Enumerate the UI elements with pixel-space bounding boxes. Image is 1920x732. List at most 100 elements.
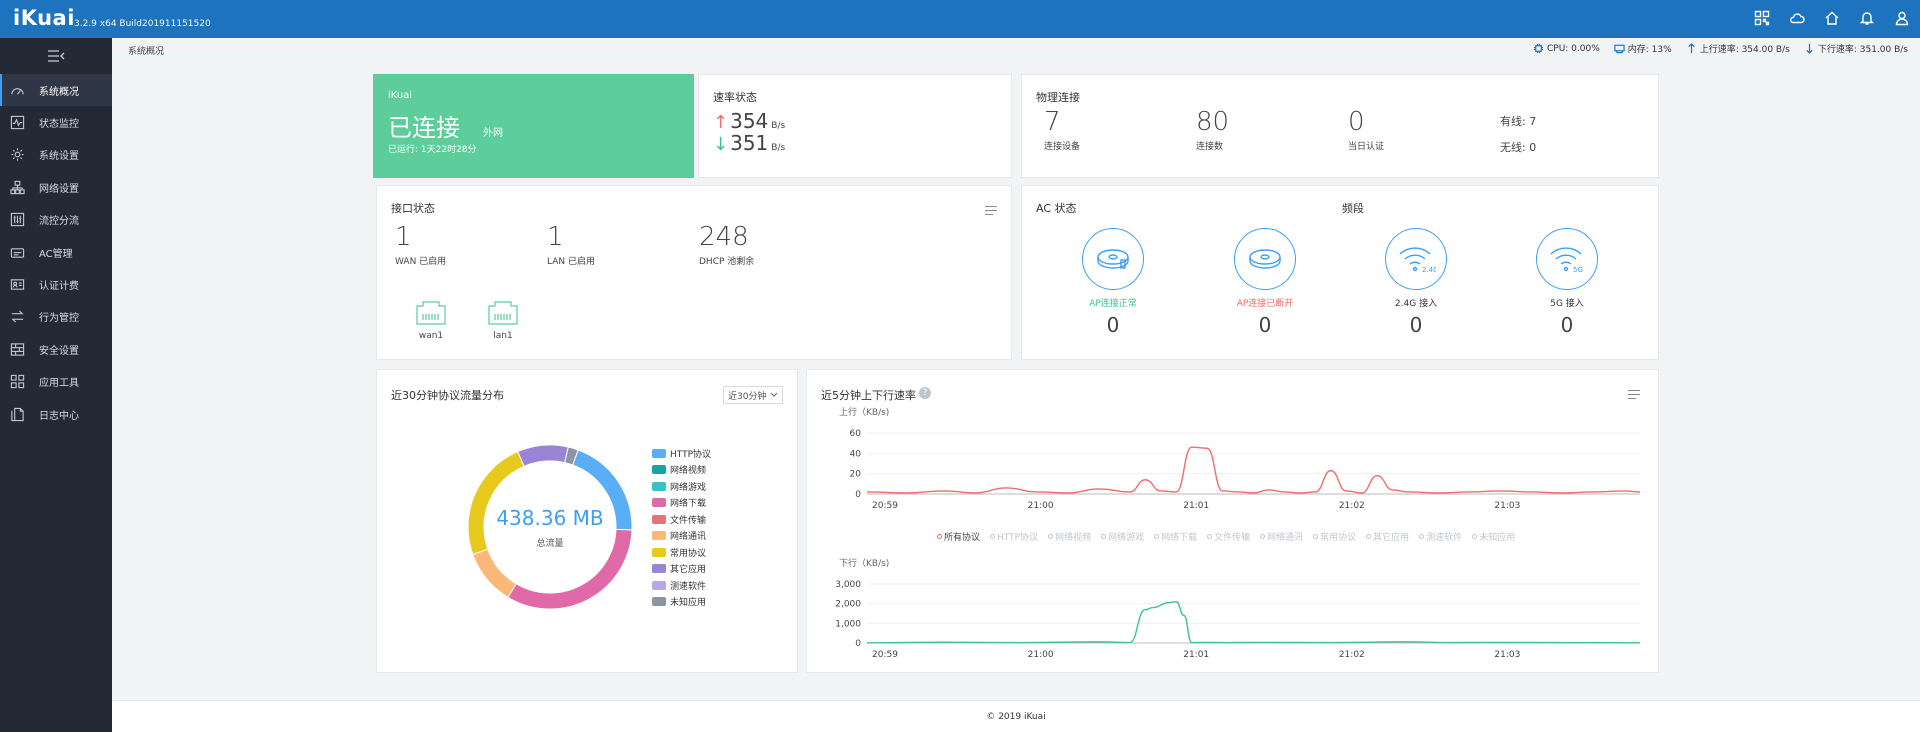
- legend-item[interactable]: 网络游戏: [652, 478, 711, 495]
- legend-item[interactable]: 文件传输: [652, 511, 711, 528]
- access-point-ok-icon: [1097, 249, 1129, 269]
- sidebar-item-auth[interactable]: 认证计费: [0, 268, 112, 300]
- legend-dot-icon: [990, 534, 996, 539]
- memory-stat: 内存: 13%: [1614, 42, 1672, 55]
- port-lan1[interactable]: lan1: [483, 300, 523, 341]
- legend-label: 测速软件: [1426, 533, 1463, 543]
- series-line-download: [866, 600, 1641, 644]
- app-logo: iKuai: [13, 6, 75, 30]
- rate-legend-item[interactable]: 常用协议: [1313, 530, 1356, 543]
- sidebar-item-behavior[interactable]: 行为管控: [0, 301, 112, 333]
- ethernet-port-icon: [416, 301, 446, 325]
- series-line-upload: [866, 446, 1641, 494]
- memory-icon: [1614, 44, 1625, 54]
- bell-icon[interactable]: [1858, 9, 1875, 26]
- card-title: 接口状态: [391, 202, 435, 215]
- rate-legend-item[interactable]: HTTP协议: [990, 530, 1038, 543]
- band-title: 频段: [1342, 202, 1364, 215]
- rate-legend-item[interactable]: 所有协议: [937, 530, 980, 543]
- card-menu-icon[interactable]: [1628, 390, 1640, 399]
- sidebar-item-network[interactable]: 网络设置: [0, 171, 112, 203]
- donut-slice-10[interactable]: [564, 446, 579, 466]
- x-tick-label: 20:59: [872, 501, 898, 511]
- user-icon[interactable]: [1893, 9, 1910, 26]
- legend-item[interactable]: HTTP协议: [652, 445, 711, 462]
- x-tick-label: 21:02: [1339, 501, 1365, 511]
- wireless-count: 无线: 0: [1500, 141, 1537, 154]
- legend-label: 网络下载: [670, 499, 707, 510]
- legend-item[interactable]: 常用协议: [652, 544, 711, 561]
- legend-label: HTTP协议: [670, 449, 712, 460]
- legend-swatch: [652, 564, 666, 574]
- legend-label: 网络游戏: [1108, 533, 1145, 543]
- cpu-stat: CPU: 0.00%: [1533, 43, 1600, 54]
- device-name: iKuai: [388, 90, 413, 101]
- total-traffic: 438.36 MB: [496, 506, 604, 530]
- ap-disconnected[interactable]: AP连接已断开 0: [1220, 228, 1310, 337]
- legend-label: 网络通讯: [1267, 533, 1304, 543]
- dhcp-remaining: 248 DHCP 池剩余: [699, 222, 755, 267]
- id-card-icon: [10, 279, 25, 290]
- legend-item[interactable]: 网络下载: [652, 495, 711, 512]
- uptime: 已运行: 1天22时28分: [388, 145, 477, 155]
- help-icon[interactable]: ?: [919, 387, 931, 399]
- sidebar-item-logs[interactable]: 日志中心: [0, 398, 112, 430]
- device-count: 7 连接设备: [1044, 107, 1081, 152]
- legend-swatch: [652, 580, 666, 590]
- ap-connected[interactable]: AP连接正常 0: [1068, 228, 1158, 337]
- cloud-icon[interactable]: [1788, 9, 1805, 26]
- rate-legend-item[interactable]: 未知应用: [1472, 530, 1515, 543]
- band-2g-access[interactable]: 2.4G 2.4G 接入 0: [1371, 228, 1461, 337]
- wired-count: 有线: 7: [1500, 115, 1537, 128]
- legend-dot-icon: [1366, 534, 1372, 539]
- rate-legend-item[interactable]: 文件传输: [1207, 530, 1250, 543]
- legend-label: 常用协议: [670, 548, 707, 559]
- ethernet-port-icon: [488, 301, 518, 325]
- rate-legend-item[interactable]: 测速软件: [1419, 530, 1462, 543]
- chevron-down-icon: [770, 392, 778, 397]
- download-stat: 下行速率: 351.00 B/s: [1804, 42, 1908, 55]
- connection-status: 已连接: [388, 114, 460, 142]
- sidebar-item-security[interactable]: 安全设置: [0, 333, 112, 365]
- top-bar: iKuai 3.2.9 x64 Build201911151520: [0, 0, 1920, 38]
- legend-swatch: [652, 448, 666, 458]
- card-menu-icon[interactable]: [985, 206, 997, 215]
- sidebar-item-system-settings[interactable]: 系统设置: [0, 139, 112, 171]
- total-traffic-label: 总流量: [536, 539, 564, 549]
- sidebar-item-tools[interactable]: 应用工具: [0, 366, 112, 398]
- log-icon: [11, 407, 24, 421]
- speed-status-card: 速率状态 ↑ 354 B/s ↓ 351 B/s: [698, 74, 1012, 178]
- lan-count: 1 LAN 已启用: [547, 222, 595, 267]
- sidebar-item-flow-control[interactable]: 流控分流: [0, 204, 112, 236]
- qr-code-icon[interactable]: [1753, 9, 1770, 26]
- menu-collapse-icon[interactable]: [0, 38, 112, 74]
- legend-swatch: [652, 597, 666, 607]
- port-wan1[interactable]: wan1: [411, 300, 451, 341]
- sidebar-item-overview[interactable]: 系统概况: [0, 74, 112, 107]
- legend-label: 网络下载: [1161, 533, 1198, 543]
- legend-dot-icon: [1101, 534, 1107, 539]
- legend-item[interactable]: 网络视频: [652, 462, 711, 479]
- card-title: 速率状态: [713, 91, 757, 104]
- rate-legend-item[interactable]: 网络视频: [1048, 530, 1091, 543]
- sidebar-item-ac[interactable]: AC管理: [0, 236, 112, 268]
- wan-count: 1 WAN 已启用: [395, 222, 447, 267]
- band-5g-access[interactable]: 5G 5G 接入 0: [1522, 228, 1612, 337]
- legend-label: 文件传输: [670, 515, 707, 526]
- protocol-legend: HTTP协议网络视频 网络游戏网络下载文件传输网络通讯常用协议其它应用 测速软件 未知…: [652, 445, 711, 610]
- rate-legend-item[interactable]: 其它应用: [1366, 530, 1409, 543]
- legend-item[interactable]: 网络通讯: [652, 528, 711, 545]
- legend-item[interactable]: 未知应用: [652, 594, 711, 611]
- rate-legend-item[interactable]: 网络通讯: [1260, 530, 1303, 543]
- y-axis-label: 下行（KB/s): [839, 557, 889, 569]
- protocol-donut-chart: [467, 444, 633, 610]
- time-range-select[interactable]: 近30分钟: [723, 386, 783, 404]
- rate-legend-item[interactable]: 网络下载: [1154, 530, 1197, 543]
- legend-dot-icon: [1260, 534, 1266, 539]
- legend-item[interactable]: 其它应用: [652, 561, 711, 578]
- sidebar-item-monitor[interactable]: 状态监控: [0, 106, 112, 138]
- home-icon[interactable]: [1823, 9, 1840, 26]
- legend-item[interactable]: 测速软件: [652, 577, 711, 594]
- arrow-up-icon: [1688, 43, 1695, 54]
- rate-legend-item[interactable]: 网络游戏: [1101, 530, 1144, 543]
